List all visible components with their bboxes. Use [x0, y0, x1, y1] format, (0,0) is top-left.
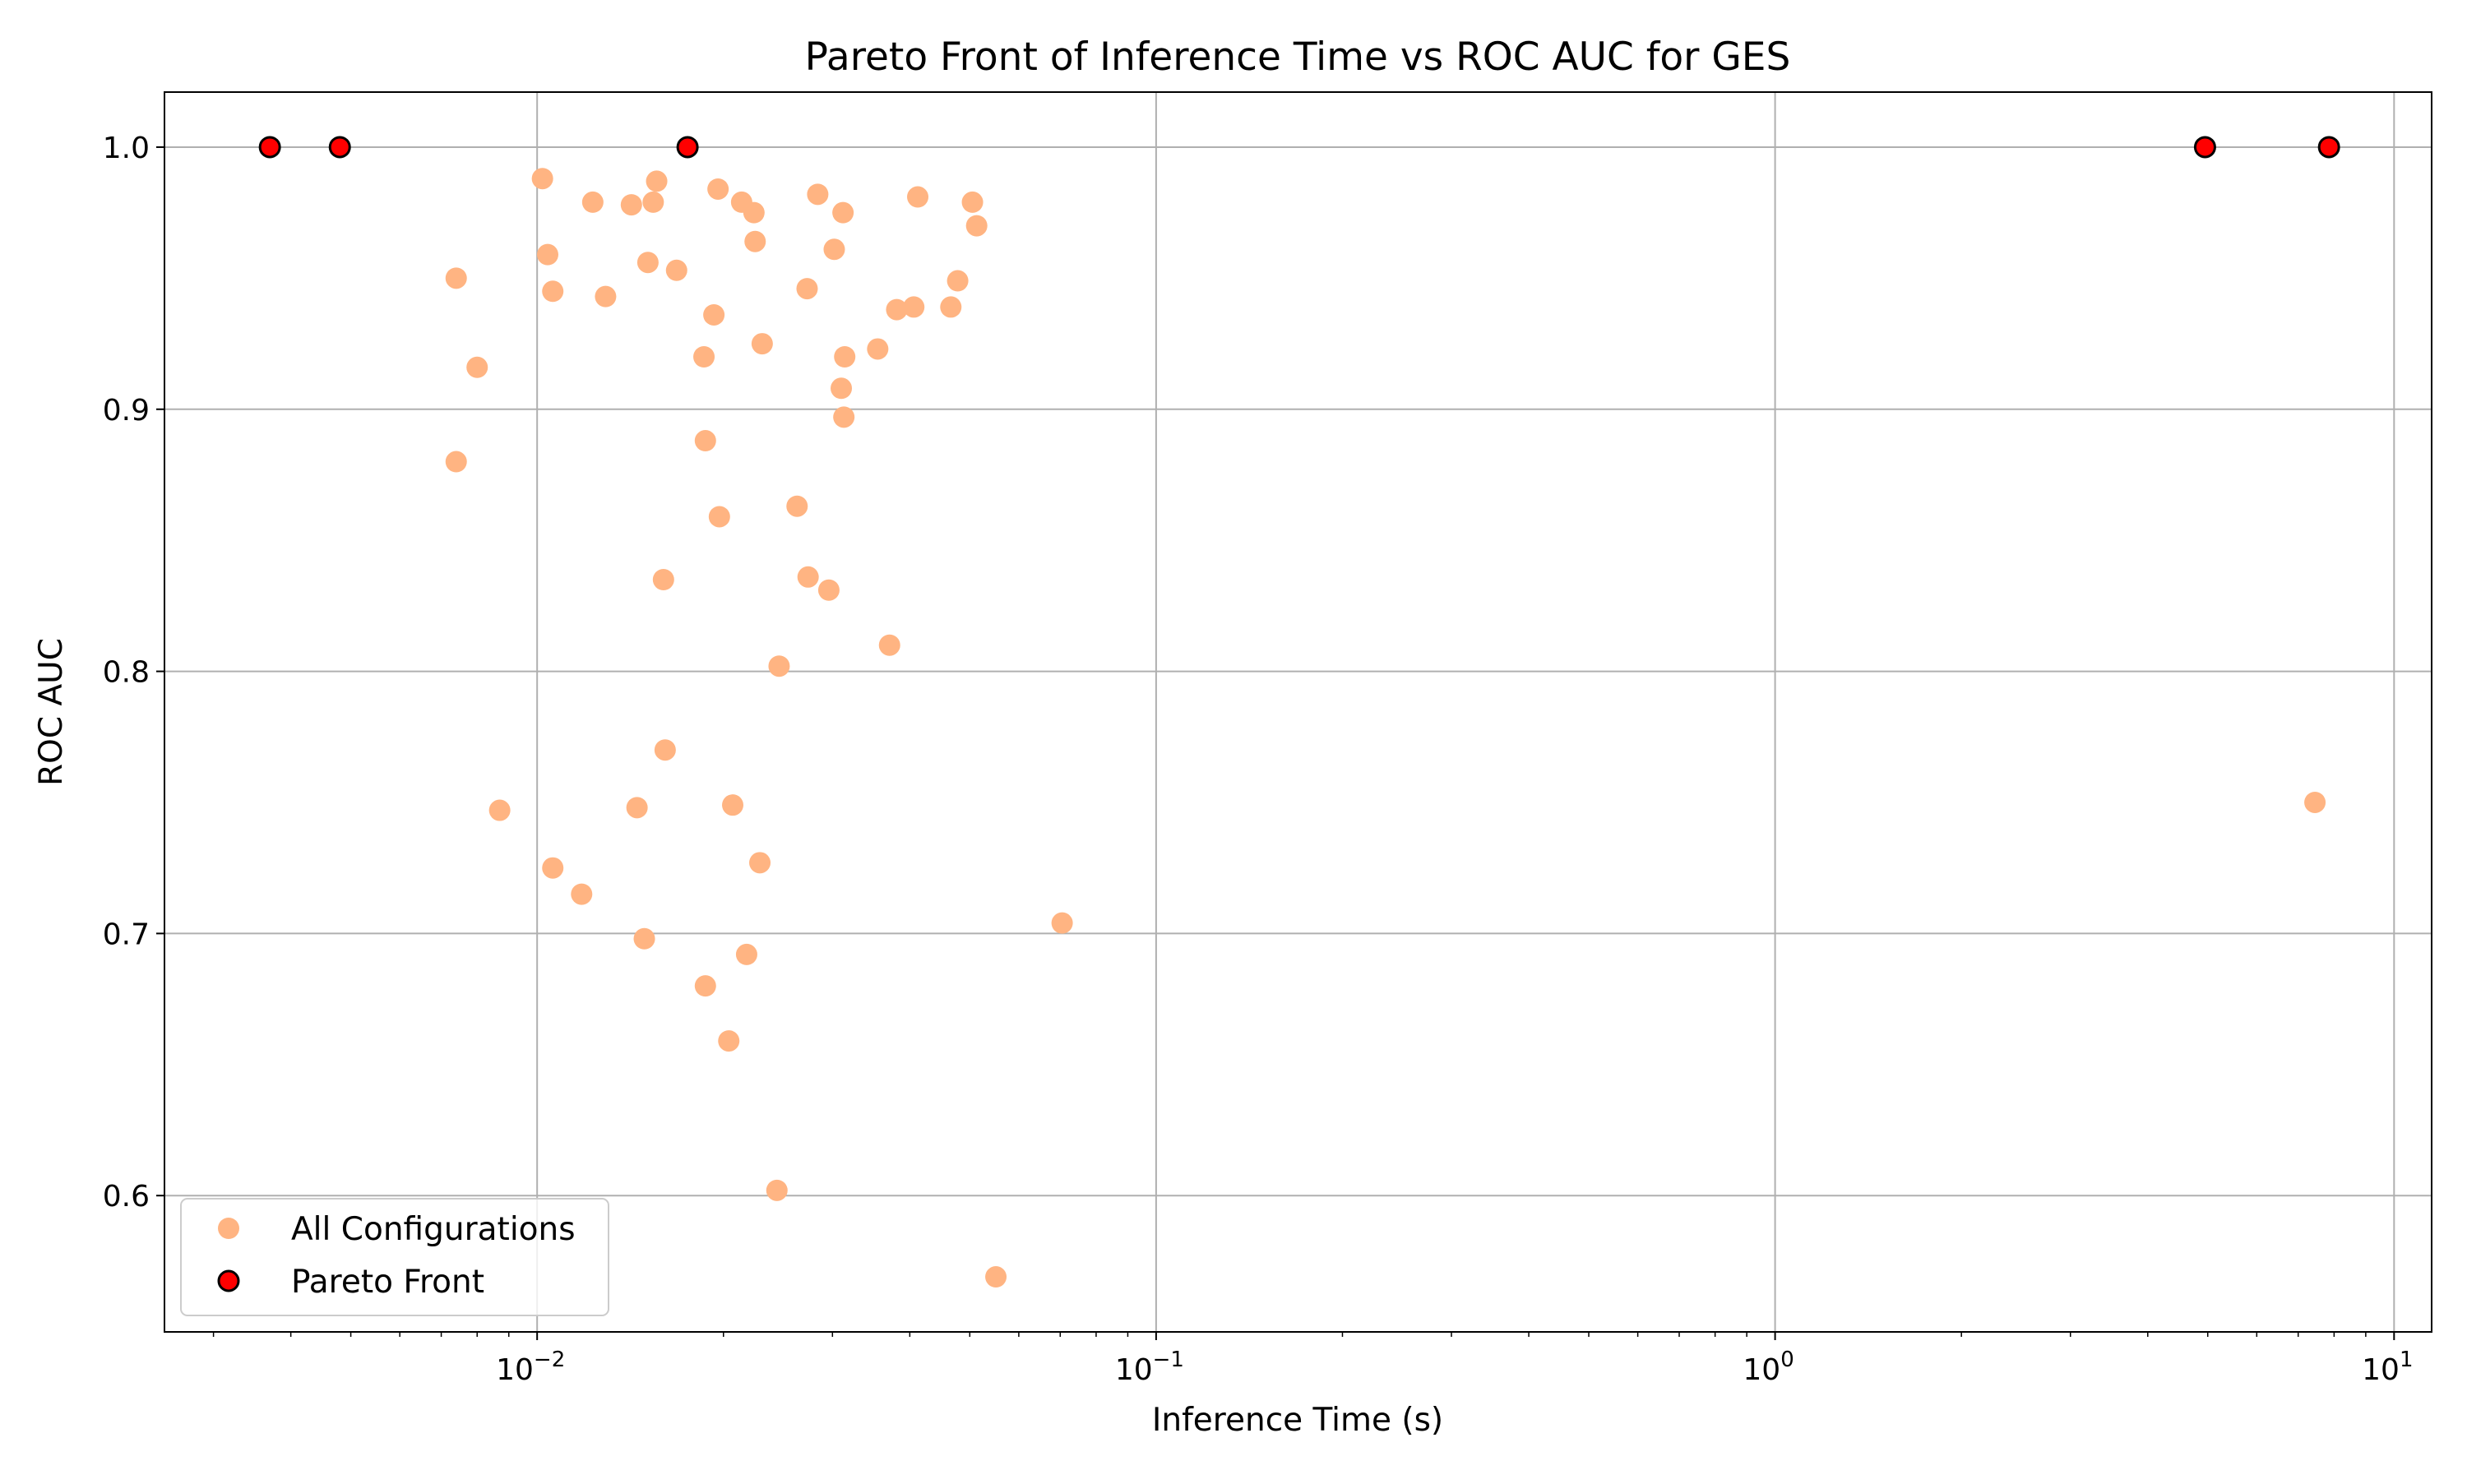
data-point-all-configurations	[642, 191, 664, 213]
grid-lines	[164, 92, 2432, 1332]
data-point-all-configurations	[797, 566, 819, 588]
legend-marker-all-configurations	[218, 1218, 239, 1239]
data-point-all-configurations	[703, 303, 725, 326]
data-point-all-configurations	[744, 230, 766, 252]
data-point-all-configurations	[1051, 912, 1073, 934]
y-tick-label: 1.0	[103, 132, 150, 165]
data-point-all-configurations	[542, 857, 564, 879]
data-point-all-configurations	[665, 259, 687, 281]
data-point-all-configurations	[831, 377, 853, 400]
data-point-pareto-front	[2193, 136, 2216, 159]
data-point-all-configurations	[940, 296, 962, 318]
data-point-all-configurations	[571, 883, 593, 905]
data-point-pareto-front	[676, 136, 699, 159]
y-axis-label: ROC AUC	[33, 638, 70, 786]
axis-ticks: 0.6 0.7 0.8 0.9 1.0 10−2 10−1 100 101	[103, 132, 2414, 1387]
data-point-all-configurations	[652, 568, 674, 590]
data-point-pareto-front	[258, 136, 281, 159]
data-point-all-configurations	[694, 430, 716, 452]
data-point-all-configurations	[581, 191, 604, 213]
data-point-all-configurations	[633, 927, 655, 950]
data-point-all-configurations	[903, 296, 925, 318]
y-tick-label: 0.8	[103, 656, 150, 690]
data-point-all-configurations	[833, 406, 855, 428]
legend-label-pareto-front: Pareto Front	[291, 1264, 484, 1301]
data-point-all-configurations	[743, 201, 765, 224]
data-point-all-configurations	[961, 191, 984, 213]
x-tick-label: 10−1	[1115, 1348, 1184, 1387]
y-tick-label: 0.9	[103, 394, 150, 428]
data-point-all-configurations	[536, 243, 558, 266]
plot-frame	[164, 91, 2432, 1333]
data-point-pareto-front	[2317, 136, 2340, 159]
data-point-all-configurations	[718, 1030, 740, 1052]
data-point-all-configurations	[620, 194, 642, 216]
data-point-pareto-front	[328, 136, 351, 159]
data-point-all-configurations	[722, 794, 744, 816]
y-tick-label: 0.7	[103, 918, 150, 951]
data-point-all-configurations	[626, 797, 648, 819]
chart-title: Pareto Front of Inference Time vs ROC AU…	[805, 35, 1791, 80]
data-point-all-configurations	[466, 356, 488, 378]
x-tick-label: 10−2	[496, 1348, 565, 1387]
data-point-all-configurations	[654, 739, 676, 761]
data-point-all-configurations	[749, 852, 771, 874]
x-axis-label: Inference Time (s)	[1152, 1402, 1443, 1439]
data-point-all-configurations	[907, 186, 929, 208]
data-point-all-configurations	[823, 238, 845, 261]
data-point-all-configurations	[542, 280, 564, 303]
data-point-all-configurations	[947, 270, 969, 292]
data-point-all-configurations	[2304, 791, 2326, 813]
data-point-all-configurations	[965, 215, 988, 237]
data-point-all-configurations	[595, 285, 617, 307]
legend-marker-pareto-front	[217, 1269, 240, 1292]
data-point-all-configurations	[878, 634, 900, 656]
data-point-all-configurations	[488, 799, 511, 821]
data-point-all-configurations	[807, 183, 829, 206]
data-point-all-configurations	[796, 278, 818, 300]
data-point-all-configurations	[867, 338, 889, 360]
legend-label-all-configurations: All Configurations	[291, 1211, 576, 1248]
data-point-all-configurations	[985, 1266, 1007, 1288]
legend-box	[180, 1198, 609, 1316]
data-point-all-configurations	[766, 1179, 788, 1201]
data-point-all-configurations	[445, 267, 467, 289]
data-point-all-configurations	[751, 333, 773, 355]
y-tick-label: 0.6	[103, 1180, 150, 1214]
data-point-all-configurations	[735, 943, 757, 965]
data-point-all-configurations	[834, 346, 856, 368]
data-point-all-configurations	[694, 975, 716, 997]
data-point-all-configurations	[708, 506, 730, 528]
data-point-all-configurations	[886, 298, 908, 321]
x-tick-label: 100	[1743, 1348, 1794, 1387]
data-point-all-configurations	[693, 346, 715, 368]
data-point-all-configurations	[832, 201, 854, 224]
data-points	[258, 136, 2340, 1288]
data-point-all-configurations	[768, 655, 790, 677]
x-tick-label: 101	[2362, 1348, 2413, 1387]
data-point-all-configurations	[786, 495, 808, 517]
data-point-all-configurations	[636, 252, 659, 274]
data-point-all-configurations	[531, 168, 553, 190]
data-point-all-configurations	[707, 178, 729, 200]
data-point-all-configurations	[646, 170, 668, 192]
legend: All Configurations Pareto Front	[180, 1198, 609, 1316]
data-point-all-configurations	[817, 579, 840, 601]
data-point-all-configurations	[445, 451, 467, 473]
